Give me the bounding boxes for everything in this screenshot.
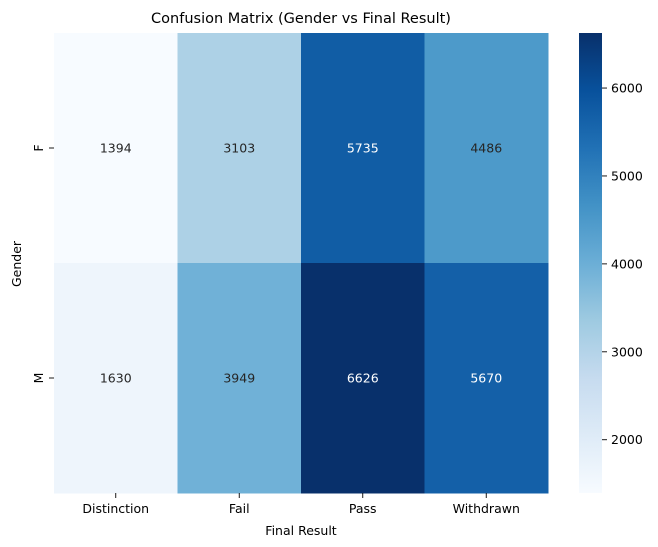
heatmap-cell	[424, 33, 549, 264]
cell-value-label: 1394	[100, 141, 132, 156]
heatmap-cell	[177, 33, 302, 264]
colorbar-tick-label: 4000	[611, 256, 643, 271]
cell-value-label: 4486	[470, 141, 502, 156]
cell-value-label: 5735	[347, 141, 379, 156]
colorbar-ticks: 2000 3000 4000 5000 6000	[602, 81, 643, 447]
colorbar-tick-label: 2000	[611, 432, 643, 447]
colorbar-tick-label: 5000	[611, 168, 643, 183]
x-tick-labels: Distinction Fail Pass Withdrawn	[82, 493, 520, 516]
y-tick-label: M	[31, 373, 46, 384]
y-tick-label: F	[31, 144, 46, 151]
heatmap-cell	[54, 263, 178, 494]
x-tick-label: Fail	[229, 501, 250, 516]
heatmap-cell	[301, 263, 425, 494]
chart-title: Confusion Matrix (Gender vs Final Result…	[151, 11, 451, 27]
y-axis-label: Gender	[9, 240, 24, 287]
cell-value-label: 5670	[470, 371, 502, 386]
heatmap-cell	[424, 263, 549, 494]
x-axis-label: Final Result	[265, 523, 337, 538]
cell-value-label: 6626	[347, 371, 379, 386]
cell-value-label: 1630	[100, 371, 132, 386]
cell-value-label: 3949	[223, 371, 255, 386]
heatmap-cell	[54, 33, 178, 264]
x-tick-label: Pass	[349, 501, 377, 516]
colorbar	[579, 33, 602, 493]
cell-value-label: 3103	[223, 141, 255, 156]
colorbar-tick-label: 6000	[611, 81, 643, 96]
colorbar-tick-label: 3000	[611, 344, 643, 359]
heatmap-cell	[301, 33, 425, 264]
x-tick-label: Distinction	[82, 501, 149, 516]
x-tick-label: Withdrawn	[453, 501, 520, 516]
heatmap-cell	[177, 263, 302, 494]
y-tick-labels: FM	[31, 144, 54, 383]
heatmap-cells: 1394 3103 5735 4486 1630 3949 6626 5670	[54, 33, 549, 494]
